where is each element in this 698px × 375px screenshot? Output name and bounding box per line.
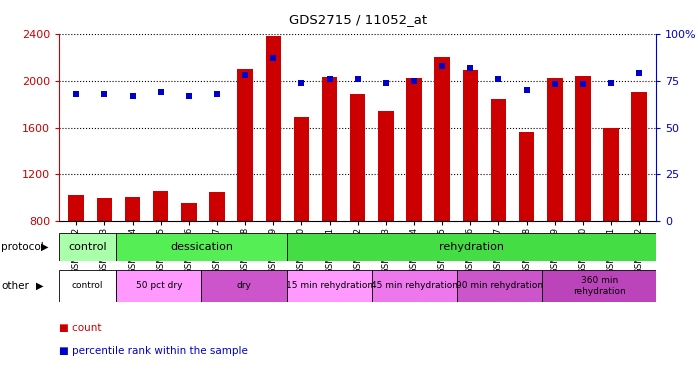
Point (577, 81, 588, 87)
Bar (542, 270, 656, 302)
Bar (372, 270, 457, 302)
Bar (547, 78, 563, 221)
Text: 360 min
rehydration: 360 min rehydration (573, 276, 625, 296)
Bar (294, 117, 309, 221)
Text: ▶: ▶ (36, 281, 44, 291)
Bar (287, 232, 656, 261)
Bar (287, 270, 372, 302)
Point (605, 80, 616, 86)
Bar (116, 270, 202, 302)
Point (155, 89, 166, 95)
Text: 50 pct dry: 50 pct dry (135, 281, 182, 290)
Bar (575, 76, 591, 221)
Text: protocol: protocol (1, 242, 44, 252)
Bar (519, 132, 535, 221)
Bar (378, 111, 394, 221)
Point (324, 76, 335, 82)
Text: rehydration: rehydration (439, 242, 504, 252)
Point (127, 93, 138, 99)
Text: 90 min rehydration: 90 min rehydration (456, 281, 543, 290)
Text: other: other (1, 281, 29, 291)
Text: dessication: dessication (170, 242, 233, 252)
Point (549, 81, 560, 87)
Bar (181, 202, 197, 221)
Text: dry: dry (237, 281, 251, 290)
Point (70, 91, 82, 97)
Text: ▶: ▶ (40, 242, 48, 252)
Bar (59, 232, 116, 261)
Bar (463, 70, 478, 221)
Bar (603, 128, 619, 221)
Bar (350, 93, 366, 221)
Bar (632, 92, 647, 221)
Bar (209, 192, 225, 221)
Text: ■ count: ■ count (59, 323, 102, 333)
Bar (153, 191, 168, 221)
Text: control: control (68, 242, 107, 252)
Point (239, 72, 251, 78)
Point (521, 87, 532, 93)
Point (352, 76, 363, 82)
Point (634, 70, 645, 76)
Point (211, 91, 223, 97)
Point (408, 78, 419, 84)
Point (99, 91, 110, 97)
Bar (322, 77, 337, 221)
Text: GDS2715 / 11052_at: GDS2715 / 11052_at (289, 13, 426, 26)
Point (465, 64, 476, 70)
Bar (96, 198, 112, 221)
Bar (68, 195, 84, 221)
Bar (116, 232, 287, 261)
Text: 45 min rehydration: 45 min rehydration (371, 281, 458, 290)
Bar (265, 36, 281, 221)
Point (184, 93, 195, 99)
Bar (406, 78, 422, 221)
Bar (237, 69, 253, 221)
Text: 15 min rehydration: 15 min rehydration (285, 281, 373, 290)
Point (268, 55, 279, 61)
Point (296, 80, 307, 86)
Bar (491, 99, 506, 221)
Bar (202, 270, 287, 302)
Point (493, 76, 504, 82)
Point (380, 80, 392, 86)
Text: control: control (72, 281, 103, 290)
Point (436, 63, 447, 69)
Bar (457, 270, 542, 302)
Text: ■ percentile rank within the sample: ■ percentile rank within the sample (59, 346, 248, 355)
Bar (59, 270, 116, 302)
Bar (125, 196, 140, 221)
Bar (434, 57, 450, 221)
